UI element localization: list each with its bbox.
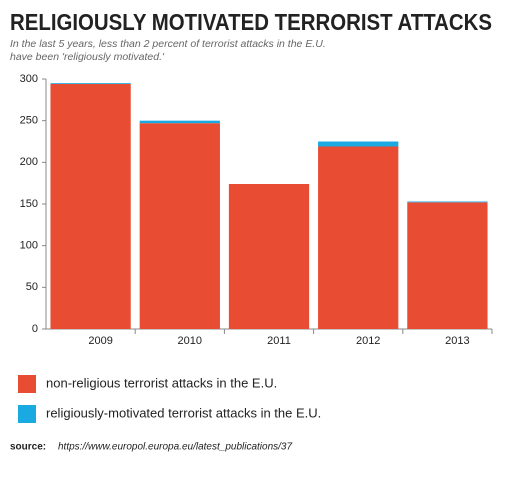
bar-segment xyxy=(139,120,220,124)
legend-swatch xyxy=(18,375,36,393)
bar-segment xyxy=(228,184,310,329)
bar-segment xyxy=(318,146,399,329)
subtitle: In the last 5 years, less than 2 percent… xyxy=(10,38,326,50)
y-tick-label: 50 xyxy=(26,281,38,293)
bar-segment xyxy=(407,201,488,203)
y-tick-label: 0 xyxy=(32,323,38,335)
x-tick-label: 2009 xyxy=(88,335,112,347)
bar-segment xyxy=(50,84,131,329)
legend-label: non-religious terrorist attacks in the E… xyxy=(46,375,277,390)
source-url: https://www.europol.europa.eu/latest_pub… xyxy=(58,442,292,453)
legend-label: religiously-motivated terrorist attacks … xyxy=(46,405,321,420)
bar-segment xyxy=(139,123,220,330)
x-tick-label: 2013 xyxy=(445,335,469,347)
source-label: source: xyxy=(10,442,46,453)
y-tick-label: 200 xyxy=(20,156,38,168)
subtitle: have been 'religiously motivated.' xyxy=(10,51,165,63)
y-tick-label: 100 xyxy=(20,240,38,252)
x-tick-label: 2010 xyxy=(178,335,202,347)
bar-segment xyxy=(50,83,131,84)
y-tick-label: 250 xyxy=(20,115,38,127)
x-tick-label: 2011 xyxy=(267,335,291,347)
bar-segment xyxy=(407,202,488,329)
x-tick-label: 2012 xyxy=(356,335,380,347)
bar-segment xyxy=(318,141,399,147)
y-tick-label: 150 xyxy=(20,198,38,210)
y-tick-label: 300 xyxy=(20,73,38,85)
legend-swatch xyxy=(18,405,36,423)
chart-title: RELIGIOUSLY MOTIVATED TERRORIST ATTACKS xyxy=(10,9,492,35)
